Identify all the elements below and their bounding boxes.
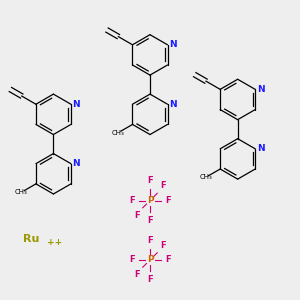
Text: N: N xyxy=(169,40,177,49)
Text: F: F xyxy=(147,216,153,225)
Text: Ru: Ru xyxy=(23,234,39,244)
Text: ++: ++ xyxy=(47,238,63,247)
Text: N: N xyxy=(257,85,264,94)
Text: F: F xyxy=(147,275,153,284)
Text: F: F xyxy=(134,211,140,220)
Text: N: N xyxy=(257,144,264,153)
Text: F: F xyxy=(147,236,153,244)
Text: F: F xyxy=(129,256,134,265)
Text: F: F xyxy=(129,196,134,205)
Text: P: P xyxy=(147,256,153,265)
Text: CH₃: CH₃ xyxy=(111,130,124,136)
Text: F: F xyxy=(166,256,171,265)
Text: F: F xyxy=(160,241,166,250)
Text: N: N xyxy=(72,100,80,109)
Text: N: N xyxy=(169,100,177,109)
Text: CH₃: CH₃ xyxy=(15,189,28,195)
Text: F: F xyxy=(147,176,153,185)
Text: N: N xyxy=(72,159,80,168)
Text: F: F xyxy=(160,182,166,190)
Text: P: P xyxy=(147,196,153,205)
Text: CH₃: CH₃ xyxy=(199,175,212,181)
Text: F: F xyxy=(134,270,140,279)
Text: F: F xyxy=(166,196,171,205)
